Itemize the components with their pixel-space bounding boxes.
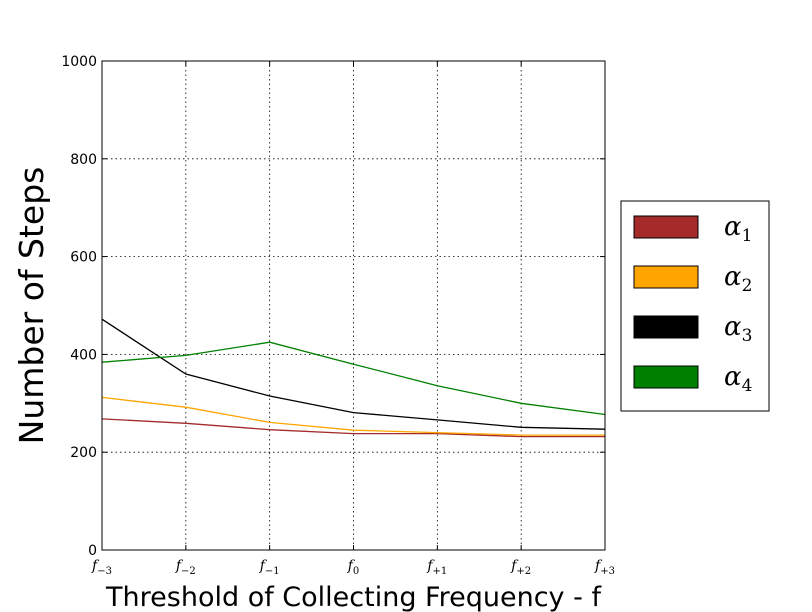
legend-swatch-1 <box>633 215 699 239</box>
x-tick-label: f−1 <box>259 558 280 577</box>
series-line-2 <box>101 396 605 436</box>
x-tick-label: f−3 <box>91 558 112 577</box>
grid-lines <box>102 61 605 550</box>
legend-label-3: α3 <box>724 312 752 346</box>
legend-swatch-3 <box>633 315 699 339</box>
x-tick-label: f+3 <box>594 558 615 577</box>
x-axis-label: Threshold of Collecting Frequency - f <box>105 582 602 612</box>
series-lines <box>101 318 606 438</box>
x-tick-label: f+1 <box>426 558 447 577</box>
y-tick-label: 1000 <box>61 54 97 70</box>
series-line-1 <box>101 418 605 438</box>
x-tick-label: f−2 <box>175 558 196 577</box>
legend-label-4: α4 <box>724 362 752 396</box>
x-tick-label: f+2 <box>510 558 531 577</box>
legend-label-1: α1 <box>724 212 752 246</box>
y-tick-label: 0 <box>88 543 97 559</box>
y-tick-label: 400 <box>70 347 97 363</box>
legend-swatch-4 <box>633 365 699 389</box>
y-tick-label: 600 <box>70 250 97 266</box>
y-tick-label: 200 <box>70 445 97 461</box>
legend-label-2: α2 <box>724 262 752 296</box>
series-line-4 <box>101 341 606 416</box>
y-axis-label: Number of Steps <box>12 167 51 445</box>
y-tick-label: 800 <box>70 152 97 168</box>
axis-ticks: 0 200 400 600 800 1000 f−3 f−2 f−1 f0 f+1 f+2 f+3 <box>61 54 615 577</box>
legend-swatch-2 <box>633 265 699 289</box>
x-tick-label: f0 <box>347 558 360 577</box>
series-line-3 <box>101 318 606 430</box>
legend: α1 α2 α3 α4 <box>620 200 770 412</box>
